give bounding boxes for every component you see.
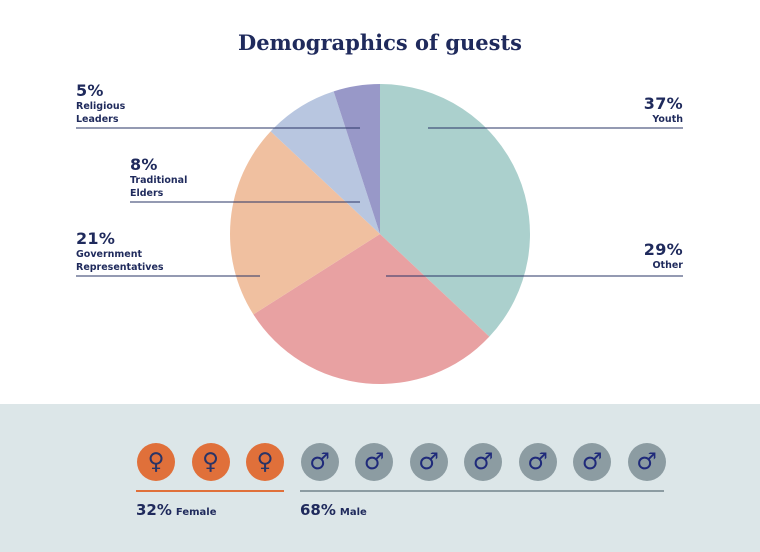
label-other: 29% Other [583, 241, 683, 272]
male-symbol-icon: ♂ [573, 443, 611, 481]
label-traditional-elders: 8% Traditional Elders [130, 156, 187, 200]
pct-traditional-elders: 8% [130, 155, 158, 174]
name-traditional-elders-line1: Traditional [130, 175, 188, 186]
name-other: Other [652, 260, 683, 271]
male-symbol-icon: ♂ [355, 443, 393, 481]
name-youth: Youth [652, 114, 683, 125]
pct-other: 29% [643, 240, 683, 259]
female-label: Female [175, 507, 217, 518]
male-pct: 68% [300, 501, 336, 519]
label-youth: 37% Youth [583, 95, 683, 126]
female-pct: 32% [136, 501, 172, 519]
pct-youth: 37% [643, 94, 683, 113]
male-symbol-icon: ♂ [409, 443, 448, 481]
pie-slice-youth [380, 84, 531, 337]
name-religious-leaders-line1: Religious [76, 101, 126, 112]
female-symbol-icon: ♀ [191, 443, 230, 481]
name-government-representatives-line1: Government [76, 249, 143, 260]
name-religious-leaders-line2: Leaders [76, 114, 119, 125]
male-symbol-icon: ♂ [518, 443, 557, 481]
name-government-representatives-line2: Representatives [76, 262, 164, 273]
pct-religious-leaders: 5% [76, 81, 104, 100]
male-label: Male [339, 507, 367, 518]
male-symbol-icon: ♂ [464, 443, 502, 481]
male-symbol-icon: ♂ [627, 443, 666, 481]
pie-slice-religious-leaders [333, 84, 380, 234]
chart-title: Demographics of guests [237, 30, 522, 55]
pie-chart [76, 84, 683, 385]
name-traditional-elders-line2: Elders [130, 188, 164, 199]
pie-slice-traditional-elders [270, 91, 380, 234]
male-caption: 68% Male [300, 500, 367, 519]
pie-slice-government-representatives [230, 131, 380, 315]
label-religious-leaders: 5% Religious Leaders [76, 82, 125, 126]
label-government-representatives: 21% Government Representatives [76, 230, 164, 274]
male-symbol-icon: ♂ [300, 443, 339, 481]
female-underline [136, 490, 284, 492]
pct-government-representatives: 21% [76, 229, 116, 248]
female-caption: 32% Female [136, 500, 217, 519]
male-underline [300, 490, 664, 492]
female-symbol-icon: ♀ [246, 443, 284, 481]
female-symbol-icon: ♀ [137, 443, 175, 481]
pie-slice-other [253, 234, 490, 385]
